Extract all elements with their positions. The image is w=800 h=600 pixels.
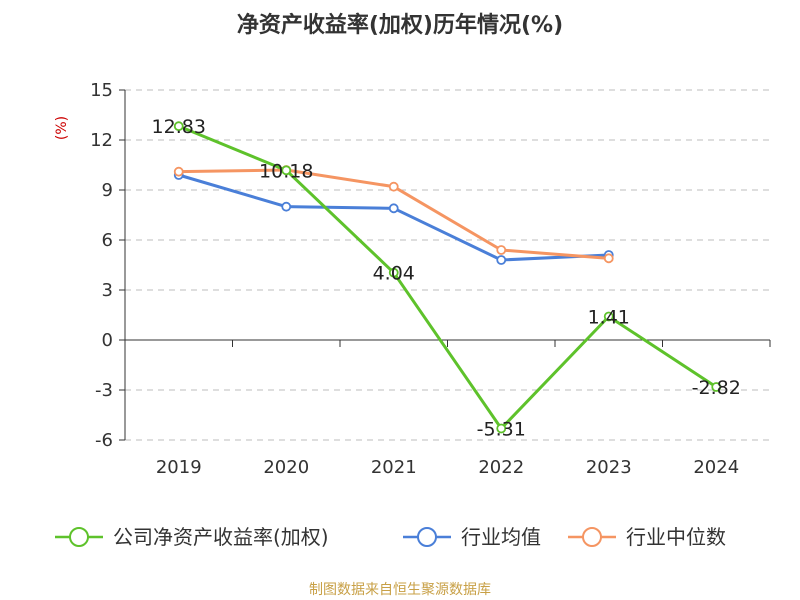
x-tick-label: 2023 (586, 457, 632, 478)
data-labels: 12.83 10.18 4.04 -5.31 1.41 -2.82 (152, 116, 741, 440)
data-point[interactable] (496, 255, 507, 265)
legend-item-2[interactable]: 行业中位数 (568, 525, 726, 549)
series-line (178, 124, 718, 430)
legend-label: 行业均值 (461, 525, 541, 549)
x-tick-label: 2024 (693, 457, 739, 478)
y-tick-label: 6 (102, 230, 113, 251)
data-point[interactable] (388, 267, 399, 278)
data-point[interactable] (173, 121, 184, 132)
data-point[interactable] (603, 311, 614, 322)
x-tick-label: 2019 (156, 457, 202, 478)
legend-marker (417, 527, 437, 547)
legend-item-1[interactable]: 行业均值 (403, 525, 541, 549)
series-group (173, 121, 722, 434)
legend-marker (582, 527, 602, 547)
y-tick-label: 12 (90, 130, 113, 151)
legend-label: 公司净资产收益率(加权) (113, 525, 329, 549)
y-tick-label: -3 (95, 380, 113, 401)
data-label: -5.31 (477, 419, 526, 441)
data-point[interactable] (388, 181, 399, 192)
y-tick-label: 15 (90, 80, 113, 101)
y-tick-label: 3 (102, 280, 113, 301)
data-point[interactable] (496, 245, 507, 255)
legend-item-0[interactable]: 公司净资产收益率(加权) (55, 525, 329, 549)
data-point[interactable] (388, 203, 399, 214)
legend-label: 行业中位数 (626, 525, 726, 549)
series-2 (173, 165, 614, 264)
x-axis-ticks: 2019 2020 2021 2022 2023 2024 (124, 340, 771, 478)
x-tick-label: 2022 (478, 457, 524, 478)
data-point[interactable] (173, 166, 184, 177)
y-tick-label: 9 (102, 180, 113, 201)
data-point[interactable] (603, 253, 614, 264)
data-point[interactable] (281, 201, 292, 212)
chart-title: 净资产收益率(加权)历年情况(%) (237, 12, 563, 38)
x-tick-label: 2020 (263, 457, 309, 478)
data-label: 10.18 (259, 160, 313, 182)
grid-lines (125, 89, 770, 441)
legend-marker (69, 527, 89, 547)
data-point[interactable] (496, 423, 507, 434)
data-point[interactable] (281, 165, 292, 176)
data-point[interactable] (711, 382, 722, 392)
series-0 (173, 121, 722, 434)
y-axis-label: (%) (54, 116, 70, 140)
y-axis-ticks: 15 12 9 6 3 0 -3 -6 (90, 80, 125, 451)
y-tick-label: 0 (102, 330, 113, 351)
data-label: 12.83 (152, 116, 206, 138)
y-tick-label: -6 (95, 430, 113, 451)
legend[interactable]: 公司净资产收益率(加权) 行业均值 行业中位数 (55, 525, 726, 549)
x-tick-label: 2021 (371, 457, 417, 478)
data-label: 1.41 (588, 307, 630, 329)
data-label: -2.82 (692, 377, 741, 399)
data-source-note: 制图数据来自恒生聚源数据库 (309, 582, 491, 598)
data-label: 4.04 (373, 263, 415, 285)
